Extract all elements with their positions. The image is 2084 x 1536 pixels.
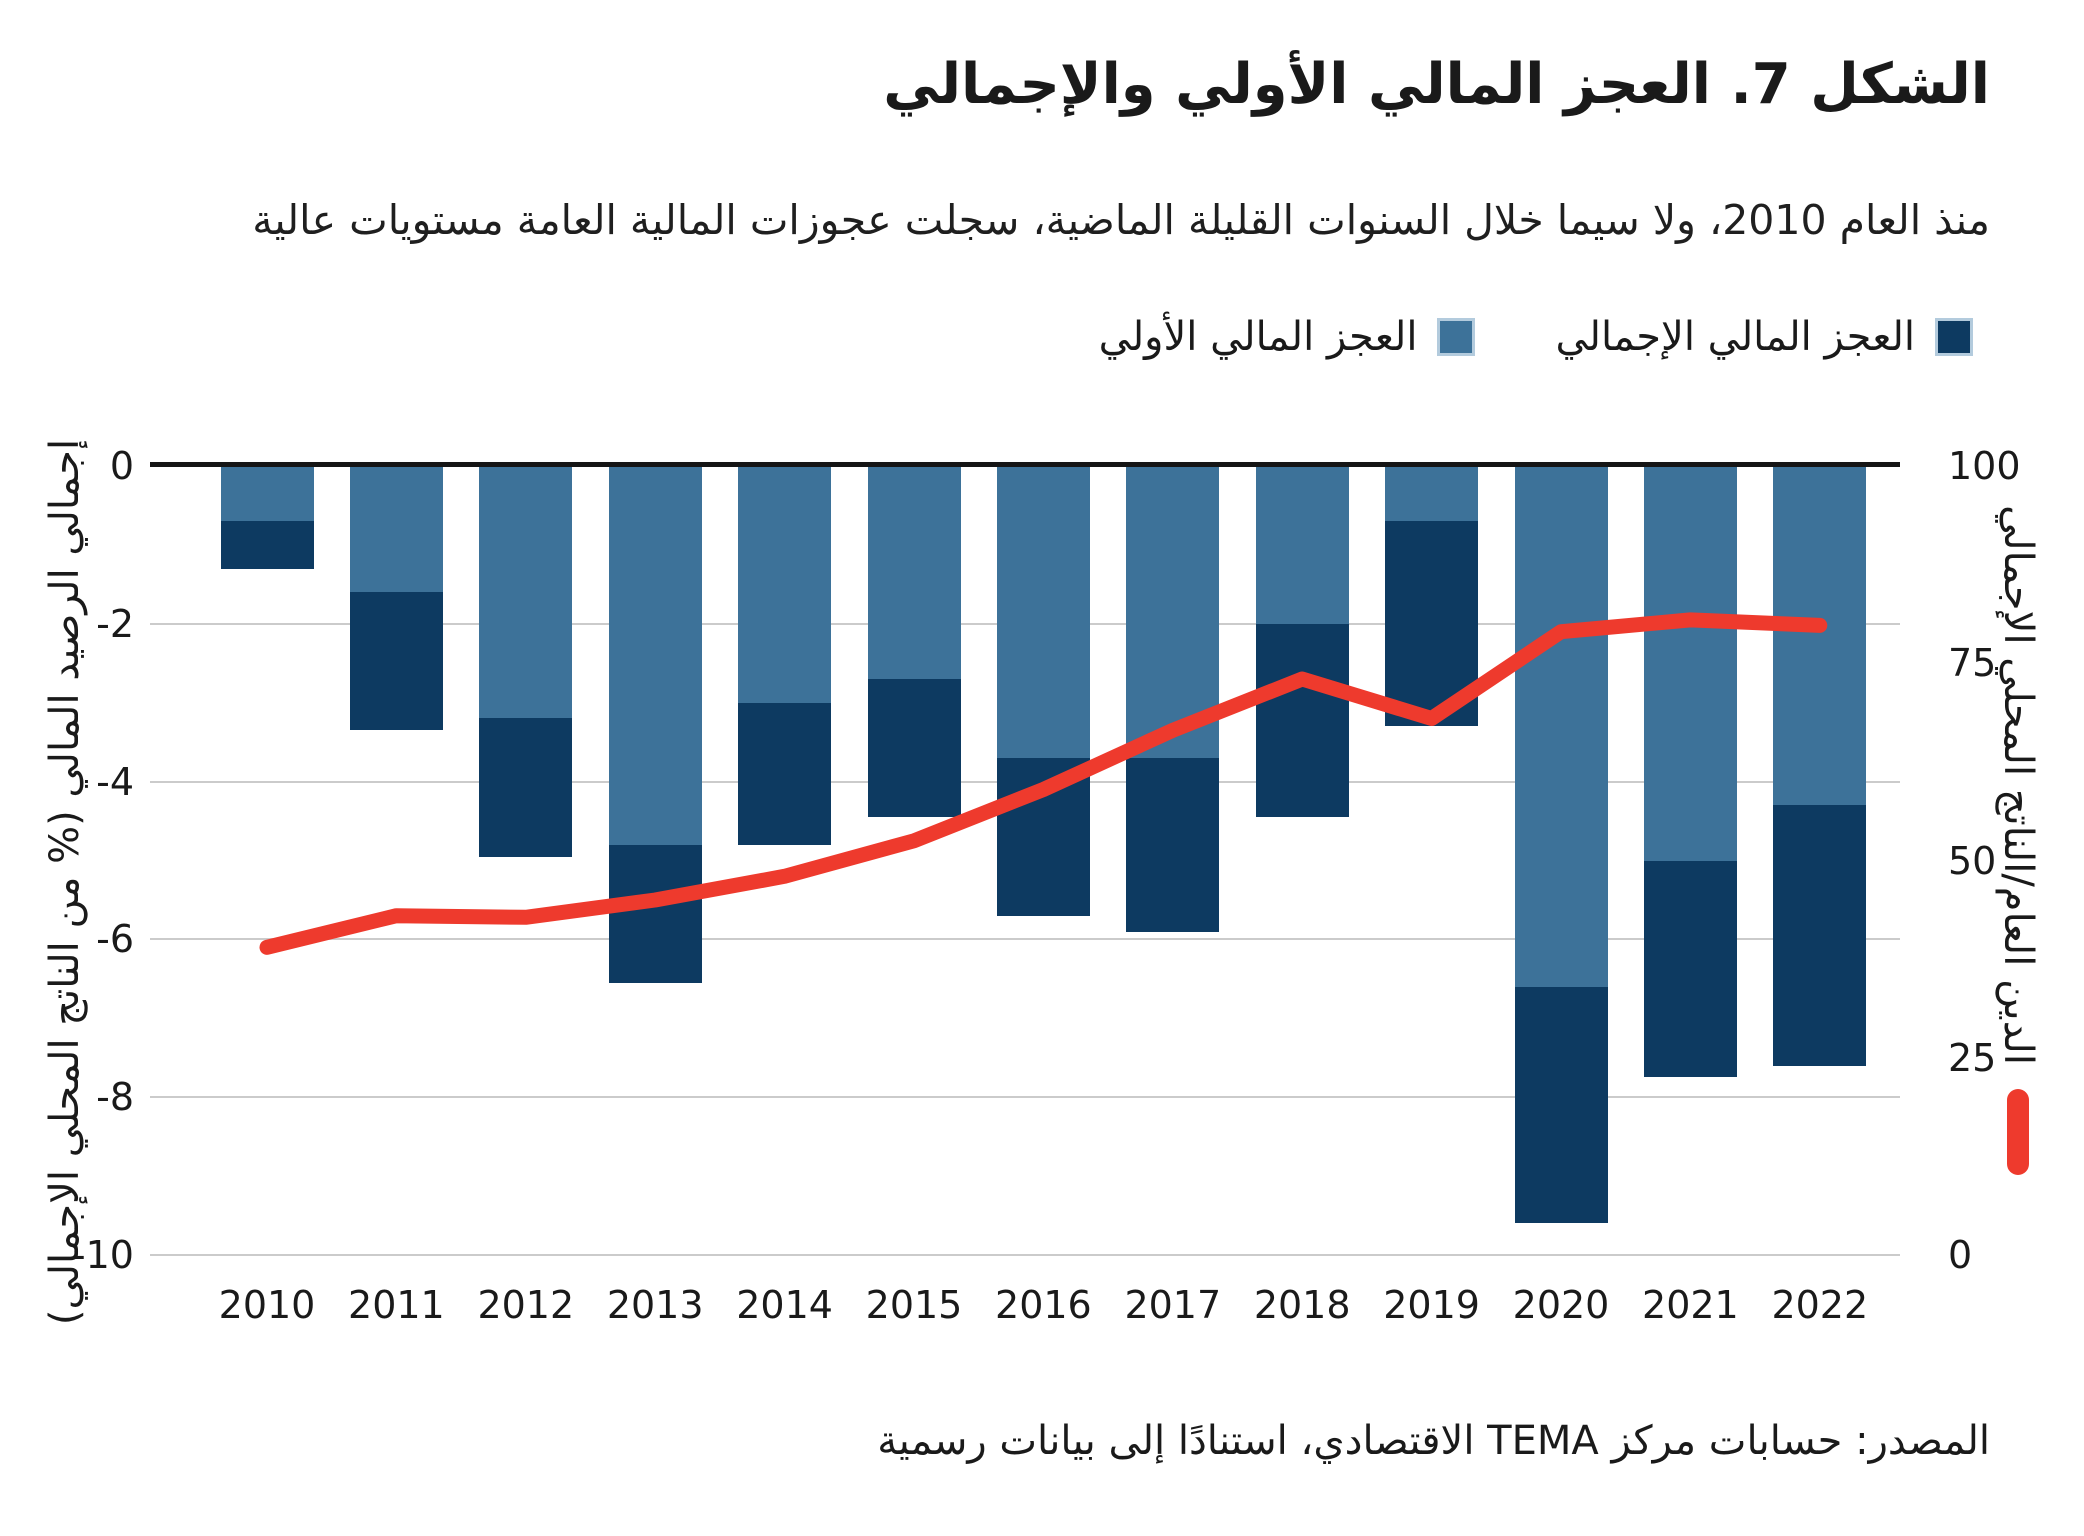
right-tick-75: 75 xyxy=(1948,641,1997,686)
right-tick-0: 0 xyxy=(1948,1233,1973,1277)
legend-item-primary-deficit: العجز المالي الأولي xyxy=(1099,314,1476,360)
bar-2015-overall-deficit xyxy=(867,679,961,818)
bar-2015-primary-deficit xyxy=(867,466,961,680)
bar-2013-primary-deficit xyxy=(608,466,702,845)
bar-2010-primary-deficit xyxy=(220,466,314,522)
bar-2018-primary-deficit xyxy=(1255,466,1349,624)
legend-label-overall-deficit: العجز المالي الإجمالي xyxy=(1555,314,1915,360)
bar-2017-overall-deficit xyxy=(1126,757,1220,932)
bar-2020-overall-deficit xyxy=(1514,986,1608,1224)
x-label-2016: 2016 xyxy=(995,1283,1092,1327)
right-axis-title-text: الدين العام/الناتج المحلي الإجمالي xyxy=(1995,505,2041,1065)
right-tick-50: 50 xyxy=(1948,838,1997,883)
bar-2021-overall-deficit xyxy=(1643,860,1737,1078)
legend-item-overall-deficit: العجز المالي الإجمالي xyxy=(1555,314,1973,360)
debt-to-gdp-line xyxy=(259,612,1828,955)
bar-2014-overall-deficit xyxy=(738,702,832,845)
legend-swatch-primary-deficit xyxy=(1437,318,1476,356)
left-tick-0: 0 xyxy=(109,444,134,488)
gridline--8 xyxy=(150,1096,1900,1099)
bar-2018-overall-deficit xyxy=(1255,623,1349,818)
bar-2012-primary-deficit xyxy=(479,466,573,719)
debt-line-legend-marker-icon xyxy=(2007,1088,2029,1175)
x-label-2020: 2020 xyxy=(1512,1283,1610,1327)
left-tick--2: -2 xyxy=(96,601,134,646)
bar-2013-overall-deficit xyxy=(608,844,702,983)
x-label-2019: 2019 xyxy=(1383,1283,1480,1327)
left-tick--6: -6 xyxy=(96,917,134,962)
legend: العجز المالي الإجمالي العجز المالي الأول… xyxy=(1099,314,1973,360)
plot-area xyxy=(150,462,1900,1256)
x-label-2010: 2010 xyxy=(218,1283,316,1327)
x-label-2013: 2013 xyxy=(606,1283,704,1327)
x-label-2012: 2012 xyxy=(477,1283,575,1327)
right-tick-100: 100 xyxy=(1948,444,2021,488)
right-tick-25: 25 xyxy=(1948,1035,1997,1080)
zero-axis-line xyxy=(150,462,1900,467)
x-label-2017: 2017 xyxy=(1124,1283,1222,1327)
left-tick--8: -8 xyxy=(96,1075,134,1120)
bar-2010-overall-deficit xyxy=(220,521,314,569)
legend-label-primary-deficit: العجز المالي الأولي xyxy=(1098,314,1418,360)
bar-2016-primary-deficit xyxy=(996,466,1090,758)
left-tick--4: -4 xyxy=(96,759,134,804)
left-tick--10: -10 xyxy=(71,1233,134,1277)
bar-2017-primary-deficit xyxy=(1126,466,1220,758)
x-label-2011: 2011 xyxy=(348,1283,445,1327)
source-note: المصدر: حسابات مركز TEMA الاقتصادي، استن… xyxy=(877,1418,1990,1464)
bar-2011-overall-deficit xyxy=(349,592,443,731)
bar-2012-overall-deficit xyxy=(479,718,573,857)
legend-swatch-overall-deficit xyxy=(1935,318,1973,356)
bar-2022-primary-deficit xyxy=(1773,466,1867,806)
figure-title: الشكل 7. العجز المالي الأولي والإجمالي xyxy=(883,52,1990,117)
x-label-2021: 2021 xyxy=(1642,1283,1739,1327)
bar-2014-primary-deficit xyxy=(738,466,832,703)
bar-2022-overall-deficit xyxy=(1773,805,1867,1066)
gridline--6 xyxy=(150,938,1900,941)
bar-2019-primary-deficit xyxy=(1385,466,1479,522)
x-label-2018: 2018 xyxy=(1253,1283,1351,1327)
x-label-2022: 2022 xyxy=(1771,1283,1869,1327)
right-axis-title: الدين العام/الناتج المحلي الإجمالي xyxy=(1990,430,2046,1250)
debt-line-layer xyxy=(259,612,1828,955)
gridline--10 xyxy=(150,1254,1900,1256)
bar-2021-primary-deficit xyxy=(1643,466,1737,861)
bar-2020-primary-deficit xyxy=(1514,466,1608,987)
bar-2011-primary-deficit xyxy=(349,466,443,593)
figure-subtitle: منذ العام 2010، ولا سيما خلال السنوات ال… xyxy=(252,196,1990,244)
x-label-2015: 2015 xyxy=(865,1283,963,1327)
left-axis-title: إجمالي الرصيد المالي (% من الناتج المحلي… xyxy=(42,438,88,1326)
x-label-2014: 2014 xyxy=(736,1283,833,1327)
